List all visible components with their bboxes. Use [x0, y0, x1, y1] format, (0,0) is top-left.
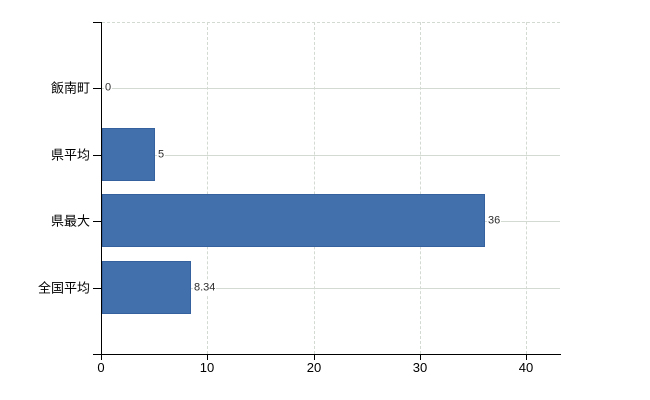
bar-value-label: 5 — [157, 148, 166, 162]
plot-area: 0 5 36 8.34 — [101, 22, 560, 354]
y-axis-tick — [93, 22, 101, 23]
bar-value-label: 8.34 — [193, 281, 217, 295]
bar-2 — [102, 128, 155, 181]
y-axis-line — [101, 22, 102, 355]
x-tick-label: 30 — [412, 360, 428, 375]
y-axis-tick — [93, 288, 101, 289]
vertical-gridline — [526, 22, 527, 354]
vertical-gridline — [207, 22, 208, 354]
horizontal-gridline — [102, 288, 560, 289]
category-label: 飯南町 — [50, 80, 90, 96]
x-tick-label: 40 — [518, 360, 534, 375]
vertical-gridline — [314, 22, 315, 354]
category-label: 県最大 — [50, 213, 90, 229]
x-tick-label: 10 — [199, 360, 215, 375]
x-axis-tick — [314, 355, 315, 360]
vertical-gridline — [420, 22, 421, 354]
x-axis-tick — [526, 355, 527, 360]
bar-value-label: 36 — [487, 214, 502, 228]
category-label: 県平均 — [50, 147, 90, 163]
x-tick-label: 20 — [306, 360, 322, 375]
x-tick-label: 0 — [97, 360, 105, 375]
y-axis-tick — [93, 155, 101, 156]
x-axis-line — [101, 354, 561, 355]
bar-value-label: 0 — [104, 81, 113, 95]
bar-3 — [102, 194, 485, 247]
category-label: 全国平均 — [37, 280, 90, 296]
y-axis-tick — [93, 221, 101, 222]
x-axis-tick — [420, 355, 421, 360]
x-axis-tick — [101, 355, 102, 360]
horizontal-gridline — [102, 88, 560, 89]
y-axis-tick — [93, 354, 101, 355]
horizontal-gridline — [102, 155, 560, 156]
x-axis-tick — [207, 355, 208, 360]
plot-top-border — [102, 22, 560, 23]
y-axis-tick — [93, 88, 101, 89]
bar-4 — [102, 261, 191, 314]
